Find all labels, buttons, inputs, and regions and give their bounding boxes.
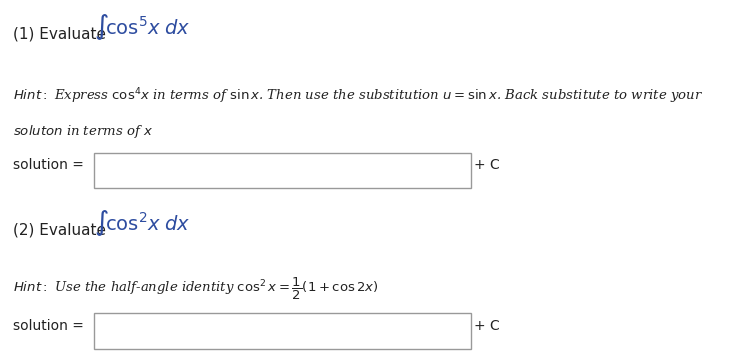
Text: (1) Evaluate: (1) Evaluate: [13, 26, 106, 41]
Text: solution =: solution =: [13, 318, 84, 332]
FancyBboxPatch shape: [94, 313, 471, 349]
Text: $Hint:$ Express $\cos^4\!x$ in terms of $\sin x$. Then use the substitution $u =: $Hint:$ Express $\cos^4\!x$ in terms of …: [13, 87, 703, 107]
Text: (2) Evaluate: (2) Evaluate: [13, 222, 106, 237]
Text: $\int\!\cos^2\!x\;dx$: $\int\!\cos^2\!x\;dx$: [94, 208, 191, 238]
Text: solution =: solution =: [13, 158, 84, 172]
Text: + C: + C: [474, 318, 500, 332]
Text: $soluton$ in terms of $x$: $soluton$ in terms of $x$: [13, 122, 153, 140]
FancyBboxPatch shape: [94, 153, 471, 188]
Text: $\int\!\cos^5\!x\;dx$: $\int\!\cos^5\!x\;dx$: [94, 12, 191, 42]
Text: + C: + C: [474, 158, 500, 172]
Text: $Hint:$ Use the half-angle identity $\cos^2 x = \dfrac{1}{2}(1 + \cos 2x)$: $Hint:$ Use the half-angle identity $\co…: [13, 276, 379, 302]
